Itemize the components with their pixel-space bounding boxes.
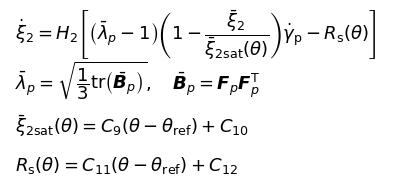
Text: $\dot{\xi}_2 = H_2 \left[ \left(\bar{\lambda}_p - 1\right) \left(1 - \dfrac{\bar: $\dot{\xi}_2 = H_2 \left[ \left(\bar{\la…: [15, 8, 376, 61]
Text: $R_{\mathrm{s}}\left(\theta\right) = C_{11} \left(\theta - \theta_{\mathrm{ref}}: $R_{\mathrm{s}}\left(\theta\right) = C_{…: [15, 155, 238, 176]
Text: $\bar{\xi}_{2\mathrm{sat}}\left(\theta\right) = C_9 \left(\theta - \theta_{\math: $\bar{\xi}_{2\mathrm{sat}}\left(\theta\r…: [15, 114, 249, 139]
Text: $\bar{\lambda}_p = \sqrt{\dfrac{1}{3} \mathrm{tr}\left(\bar{\boldsymbol{B}}_p\ri: $\bar{\lambda}_p = \sqrt{\dfrac{1}{3} \m…: [15, 59, 260, 102]
